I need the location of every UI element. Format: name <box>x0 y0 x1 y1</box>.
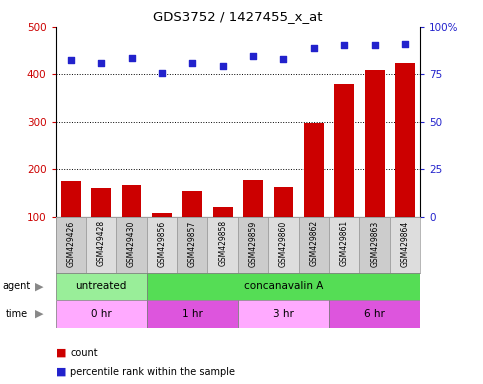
Text: GSM429860: GSM429860 <box>279 220 288 266</box>
Bar <box>329 300 420 328</box>
Text: GSM429426: GSM429426 <box>66 220 75 266</box>
Text: concanavalin A: concanavalin A <box>244 281 323 291</box>
Text: agent: agent <box>2 281 30 291</box>
Text: percentile rank within the sample: percentile rank within the sample <box>70 367 235 377</box>
Point <box>158 70 166 76</box>
Point <box>371 42 379 48</box>
Bar <box>208 217 238 273</box>
Point <box>310 45 318 51</box>
Bar <box>56 217 86 273</box>
Text: 3 hr: 3 hr <box>273 309 294 319</box>
Text: GSM429857: GSM429857 <box>188 220 197 266</box>
Bar <box>91 189 111 265</box>
Text: time: time <box>6 309 28 319</box>
Bar <box>147 217 177 273</box>
Text: 1 hr: 1 hr <box>182 309 203 319</box>
Bar <box>56 300 147 328</box>
Bar <box>56 273 147 300</box>
Point <box>219 63 227 69</box>
Point <box>67 57 74 63</box>
Text: GSM429862: GSM429862 <box>309 220 318 266</box>
Bar <box>273 187 293 265</box>
Bar <box>329 217 359 273</box>
Text: GSM429863: GSM429863 <box>370 220 379 266</box>
Bar <box>152 213 172 265</box>
Point <box>97 60 105 66</box>
Text: ■: ■ <box>56 348 66 358</box>
Bar <box>268 217 298 273</box>
Text: ▶: ▶ <box>35 309 44 319</box>
Bar <box>183 191 202 265</box>
Point <box>401 40 409 46</box>
Text: GSM429864: GSM429864 <box>400 220 410 266</box>
Bar <box>213 207 232 265</box>
Bar <box>238 217 268 273</box>
Text: untreated: untreated <box>75 281 127 291</box>
Bar <box>147 273 420 300</box>
Bar <box>365 70 384 265</box>
Text: GSM429856: GSM429856 <box>157 220 167 266</box>
Text: GSM429430: GSM429430 <box>127 220 136 266</box>
Text: ■: ■ <box>56 367 66 377</box>
Bar <box>238 300 329 328</box>
Text: count: count <box>70 348 98 358</box>
Bar <box>61 181 81 265</box>
Text: 0 hr: 0 hr <box>91 309 112 319</box>
Bar <box>116 217 147 273</box>
Text: GSM429861: GSM429861 <box>340 220 349 266</box>
Bar <box>243 180 263 265</box>
Text: ▶: ▶ <box>35 281 44 291</box>
Text: 6 hr: 6 hr <box>364 309 385 319</box>
Text: GSM429428: GSM429428 <box>97 220 106 266</box>
Bar <box>395 63 415 265</box>
Point <box>280 56 287 62</box>
Bar <box>147 300 238 328</box>
Point <box>188 60 196 66</box>
Text: GSM429859: GSM429859 <box>249 220 257 266</box>
Bar <box>304 123 324 265</box>
Bar <box>390 217 420 273</box>
Bar <box>122 185 142 265</box>
Bar <box>334 84 354 265</box>
Point <box>128 55 135 61</box>
Text: GDS3752 / 1427455_x_at: GDS3752 / 1427455_x_at <box>153 10 323 23</box>
Point <box>249 53 257 60</box>
Bar <box>86 217 116 273</box>
Bar <box>177 217 208 273</box>
Point <box>341 42 348 48</box>
Text: GSM429858: GSM429858 <box>218 220 227 266</box>
Bar <box>359 217 390 273</box>
Bar <box>298 217 329 273</box>
